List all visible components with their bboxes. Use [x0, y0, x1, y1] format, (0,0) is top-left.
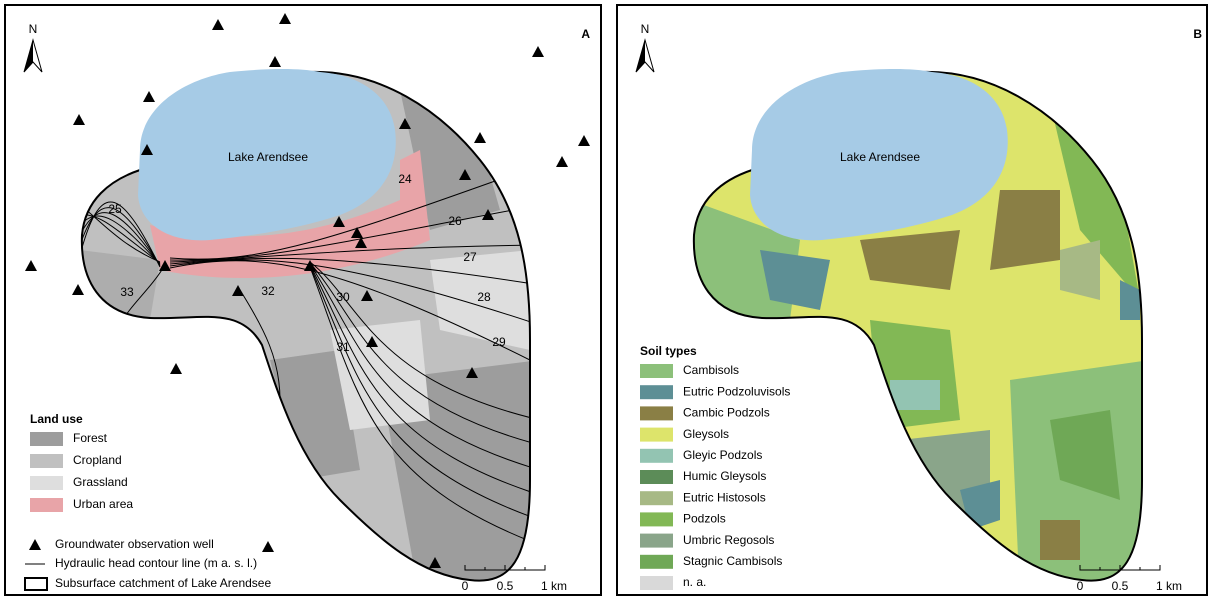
legend-label: Gleysols: [683, 427, 729, 441]
legend-label: Cambic Podzols: [683, 406, 770, 420]
legend-swatch: [640, 555, 673, 569]
legend-swatch: [30, 454, 63, 468]
scale-label: 0: [1077, 579, 1084, 593]
legend-swatch: [640, 428, 673, 442]
contour-label: 28: [477, 290, 491, 304]
contour-label: 32: [261, 284, 275, 298]
panel-letter: B: [1193, 27, 1202, 41]
legend-label: Cropland: [73, 453, 122, 467]
legend-title: Land use: [30, 412, 83, 426]
legend-swatch: [640, 534, 673, 548]
north-label: N: [641, 22, 650, 36]
legend-swatch: [30, 476, 63, 490]
legend-label: Gleyic Podzols: [683, 448, 762, 462]
legend-label: Eutric Podzoluvisols: [683, 384, 790, 398]
figure: 25 33 32 30 31 24 26 27 28 29 A N Lake Arendsee 0 0.5 1…: [0, 0, 1211, 599]
legend-label: Hydraulic head contour line (m a. s. l.): [55, 556, 257, 570]
panel-letter: A: [581, 27, 590, 41]
scale-label: 0.5: [1112, 579, 1129, 593]
lake-label: Lake Arendsee: [228, 150, 308, 164]
legend-label: Forest: [73, 431, 108, 445]
legend-label: Groundwater observation well: [55, 537, 214, 551]
legend-title: Soil types: [640, 344, 697, 358]
legend-label: Umbric Regosols: [683, 533, 774, 547]
north-label: N: [29, 22, 38, 36]
legend-label: n. a.: [683, 575, 706, 589]
legend-label: Cambisols: [683, 363, 739, 377]
legend-label: Podzols: [683, 512, 726, 526]
contour-label: 33: [120, 285, 134, 299]
contour-label: 31: [336, 340, 350, 354]
legend-label: Eutric Histosols: [683, 490, 766, 504]
legend-label: Urban area: [73, 497, 133, 511]
legend-swatch: [640, 406, 673, 420]
contour-label: 24: [398, 172, 412, 186]
legend-label: Humic Gleysols: [683, 469, 766, 483]
scale-label: 1 km: [541, 579, 567, 593]
legend-swatch: [640, 470, 673, 484]
legend-swatch: [640, 385, 673, 399]
legend-label: Grassland: [73, 475, 128, 489]
legend-swatch: [640, 512, 673, 526]
legend-swatch: [640, 364, 673, 378]
contour-label: 25: [108, 202, 122, 216]
contour-label: 30: [336, 290, 350, 304]
scale-label: 0.5: [497, 579, 514, 593]
legend-swatch: [30, 498, 63, 512]
scale-label: 0: [462, 579, 469, 593]
legend-swatch: [640, 449, 673, 463]
legend-swatch: [640, 576, 673, 590]
legend-label: Subsurface catchment of Lake Arendsee: [55, 576, 271, 590]
contour-label: 27: [463, 250, 477, 264]
scale-label: 1 km: [1156, 579, 1182, 593]
contour-label: 26: [448, 214, 462, 228]
contour-label: 29: [492, 335, 506, 349]
legend-swatch: [30, 432, 63, 446]
legend-swatch: [640, 491, 673, 505]
lake-label: Lake Arendsee: [840, 150, 920, 164]
legend-label: Stagnic Cambisols: [683, 554, 782, 568]
